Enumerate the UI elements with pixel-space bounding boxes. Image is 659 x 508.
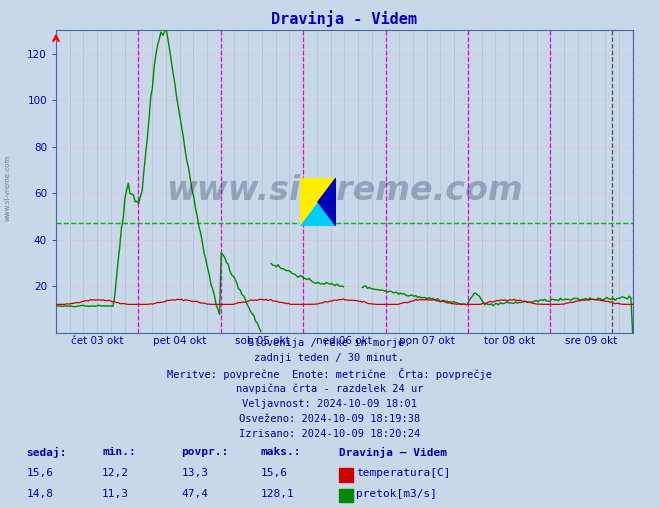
Polygon shape (300, 178, 336, 226)
Text: Izrisano: 2024-10-09 18:20:24: Izrisano: 2024-10-09 18:20:24 (239, 429, 420, 439)
Text: 11,3: 11,3 (102, 489, 129, 499)
Text: 15,6: 15,6 (260, 468, 287, 479)
Text: 47,4: 47,4 (181, 489, 208, 499)
Text: min.:: min.: (102, 447, 136, 457)
Text: navpična črta - razdelek 24 ur: navpična črta - razdelek 24 ur (236, 384, 423, 394)
Text: www.si-vreme.com: www.si-vreme.com (166, 174, 523, 207)
Title: Dravinja - Videm: Dravinja - Videm (272, 10, 417, 26)
Text: Osveženo: 2024-10-09 18:19:38: Osveženo: 2024-10-09 18:19:38 (239, 414, 420, 424)
Text: povpr.:: povpr.: (181, 447, 229, 457)
Text: Dravinja – Videm: Dravinja – Videm (339, 447, 447, 458)
Text: 14,8: 14,8 (26, 489, 53, 499)
Text: 13,3: 13,3 (181, 468, 208, 479)
Text: pretok[m3/s]: pretok[m3/s] (356, 489, 437, 499)
Polygon shape (300, 178, 336, 226)
Polygon shape (318, 178, 336, 226)
Text: 12,2: 12,2 (102, 468, 129, 479)
Text: www.si-vreme.com: www.si-vreme.com (5, 155, 11, 221)
Text: Slovenija / reke in morje.: Slovenija / reke in morje. (248, 338, 411, 348)
Text: maks.:: maks.: (260, 447, 301, 457)
Text: Meritve: povprečne  Enote: metrične  Črta: povprečje: Meritve: povprečne Enote: metrične Črta:… (167, 368, 492, 380)
Text: Veljavnost: 2024-10-09 18:01: Veljavnost: 2024-10-09 18:01 (242, 399, 417, 409)
Text: 15,6: 15,6 (26, 468, 53, 479)
Text: 128,1: 128,1 (260, 489, 294, 499)
Text: temperatura[C]: temperatura[C] (356, 468, 450, 479)
Text: zadnji teden / 30 minut.: zadnji teden / 30 minut. (254, 353, 405, 363)
Text: sedaj:: sedaj: (26, 447, 67, 458)
